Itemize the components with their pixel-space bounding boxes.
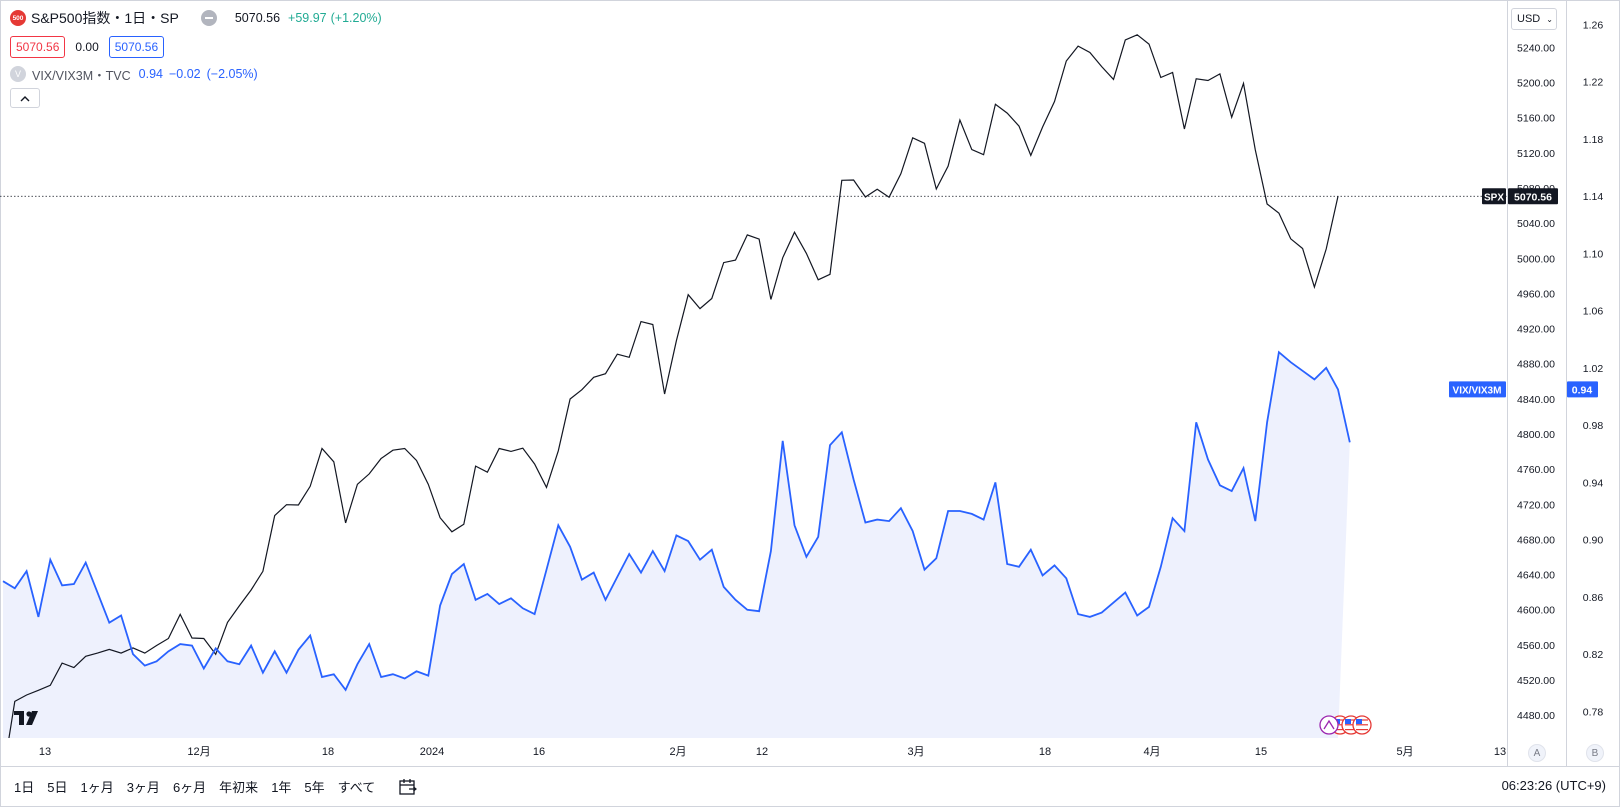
timeframe-6m-button[interactable]: 6ヶ月: [172, 779, 207, 795]
x-axis-tick-label: 18: [1039, 746, 1051, 758]
vix-series-tag: [1449, 381, 1506, 398]
x-axis-tick-label: 13: [39, 746, 51, 758]
right-axis-tick-label: 1.22: [1583, 77, 1604, 89]
tradingview-logo-icon: [14, 711, 38, 725]
left-axis-tick-label: 4880.00: [1517, 359, 1555, 371]
left-axis-tick-label: 5120.00: [1517, 148, 1555, 160]
right-axis-tick-label: 0.98: [1583, 420, 1604, 432]
right-axis-tick-label: 1.06: [1583, 306, 1604, 318]
vix-last-price-label: [1567, 381, 1598, 398]
vix-series-tag-text: VIX/VIX3M: [1453, 385, 1502, 396]
timeframe-1d-button[interactable]: 1日: [14, 779, 35, 795]
last-price: 5070.56: [234, 11, 281, 25]
timeframe-1y-button[interactable]: 1年: [271, 779, 292, 795]
left-axis-tick-label: 4800.00: [1517, 429, 1555, 441]
x-axis-tick-label: 4月: [1143, 746, 1160, 758]
x-axis-tick-label: 2024: [420, 746, 444, 758]
price-change: +59.97: [288, 11, 327, 25]
left-axis-tick-label: 5160.00: [1517, 113, 1555, 125]
left-axis-tick-label: 4720.00: [1517, 499, 1555, 511]
vix-series-line: [2, 350, 1351, 692]
left-axis-tick-label: 4960.00: [1517, 288, 1555, 300]
compare-symbol-name[interactable]: VIX/VIX3M・TVC: [32, 68, 131, 83]
series-legend: 500 S&P500指数・1日・SP 5070.56 +59.97 (+1.20…: [10, 8, 382, 108]
compare-symbol-icon: V: [10, 66, 26, 82]
symbol-logo-icon: 500: [10, 10, 26, 26]
toolbar-separator: [0, 766, 1620, 767]
right-axis-tick-label: 0.78: [1583, 706, 1604, 718]
timeframe-5d-button[interactable]: 5日: [47, 779, 68, 795]
x-axis-tick-label: 15: [1255, 746, 1267, 758]
timeframe-all-button[interactable]: すべて: [337, 779, 376, 795]
hide-series-button[interactable]: [200, 10, 217, 26]
left-axis-tick-label: 4480.00: [1517, 710, 1555, 722]
spx-series-line: [8, 34, 1339, 738]
right-axis-tick-label: 1.14: [1583, 191, 1604, 203]
chevron-down-icon: ⌄: [1546, 14, 1553, 24]
currency-select[interactable]: USD ⌄: [1511, 8, 1557, 30]
left-axis-tick-label: 4520.00: [1517, 675, 1555, 687]
left-axis-tick-label: 5000.00: [1517, 253, 1555, 265]
scale-a-button[interactable]: A: [1528, 744, 1546, 762]
right-axis-tick-label: 1.18: [1583, 134, 1604, 146]
symbol-title[interactable]: S&P500指数・1日・SP: [31, 10, 179, 26]
right-axis-tick-label: 0.90: [1583, 535, 1604, 547]
spx-series-tag-text: SPX: [1484, 192, 1504, 203]
x-axis-tick-label: 2月: [669, 746, 686, 758]
left-axis-tick-label: 5040.00: [1517, 218, 1555, 230]
left-axis-tick-label: 5240.00: [1517, 42, 1555, 54]
compare-change-percent: (−2.05%): [206, 67, 258, 81]
calendar-range-icon[interactable]: [398, 777, 418, 795]
left-axis-tick-label: 5200.00: [1517, 78, 1555, 90]
scale-b-button[interactable]: B: [1586, 744, 1604, 762]
chevron-up-icon: [20, 95, 30, 101]
left-axis-tick-label: 4680.00: [1517, 534, 1555, 546]
right-axis-tick-label: 1.10: [1583, 248, 1604, 260]
right-axis-tick-label: 0.82: [1583, 649, 1604, 661]
right-axis-tick-label: 0.86: [1583, 592, 1604, 604]
left-axis-tick-label: 4840.00: [1517, 394, 1555, 406]
x-axis-tick-label: 18: [322, 746, 334, 758]
timeframe-5y-button[interactable]: 5年: [304, 779, 325, 795]
spread-value: 0.00: [75, 40, 99, 54]
x-axis-tick-label: 13: [1494, 746, 1506, 758]
timeframe-1m-button[interactable]: 1ヶ月: [80, 779, 114, 795]
timeframe-3m-button[interactable]: 3ヶ月: [126, 779, 160, 795]
collapse-legend-button[interactable]: [10, 88, 40, 108]
timeframe-toolbar: 1日 5日 1ヶ月 3ヶ月 6ヶ月 年初来 1年 5年 すべて: [14, 775, 418, 797]
right-axis-tick-label: 1.02: [1583, 363, 1604, 375]
x-axis-tick-label: 12: [756, 746, 768, 758]
spx-series-tag: [1482, 188, 1506, 205]
price-scale-separator-right: [1566, 0, 1567, 766]
timezone-clock[interactable]: 06:23:26 (UTC+9): [1501, 778, 1606, 793]
compare-change: −0.02: [168, 67, 201, 81]
right-axis-tick-label: 1.26: [1583, 19, 1604, 31]
price-scale-separator-left: [1507, 0, 1508, 766]
x-axis-tick-label: 16: [533, 746, 545, 758]
price-change-percent: (+1.20%): [330, 11, 382, 25]
left-axis-tick-label: 4600.00: [1517, 605, 1555, 617]
x-axis-tick-label: 5月: [1396, 746, 1413, 758]
currency-label: USD: [1517, 13, 1541, 25]
compare-last: 0.94: [138, 67, 163, 81]
left-axis-tick-label: 4560.00: [1517, 640, 1555, 652]
right-axis-tick-label: 0.94: [1583, 477, 1604, 489]
left-axis-tick-label: 4760.00: [1517, 464, 1555, 476]
left-axis-tick-label: 4920.00: [1517, 324, 1555, 336]
us-flag-icon[interactable]: [1352, 715, 1372, 735]
tradingview-logo[interactable]: [14, 710, 44, 730]
x-axis-tick-label: 12月: [187, 746, 210, 758]
left-axis-tick-label: 4640.00: [1517, 570, 1555, 582]
spx-last-price-text: 5070.56: [1514, 191, 1552, 203]
x-axis-tick-label: 3月: [907, 746, 924, 758]
buy-price-box[interactable]: 5070.56: [108, 36, 165, 58]
sell-price-box[interactable]: 5070.56: [10, 36, 66, 58]
vix-last-price-text: 0.94: [1572, 384, 1593, 396]
vix-area-fill: [3, 352, 1350, 738]
spx-last-price-label: [1508, 188, 1558, 205]
timeframe-ytd-button[interactable]: 年初来: [219, 779, 259, 795]
economic-event-icon[interactable]: [1319, 715, 1339, 735]
